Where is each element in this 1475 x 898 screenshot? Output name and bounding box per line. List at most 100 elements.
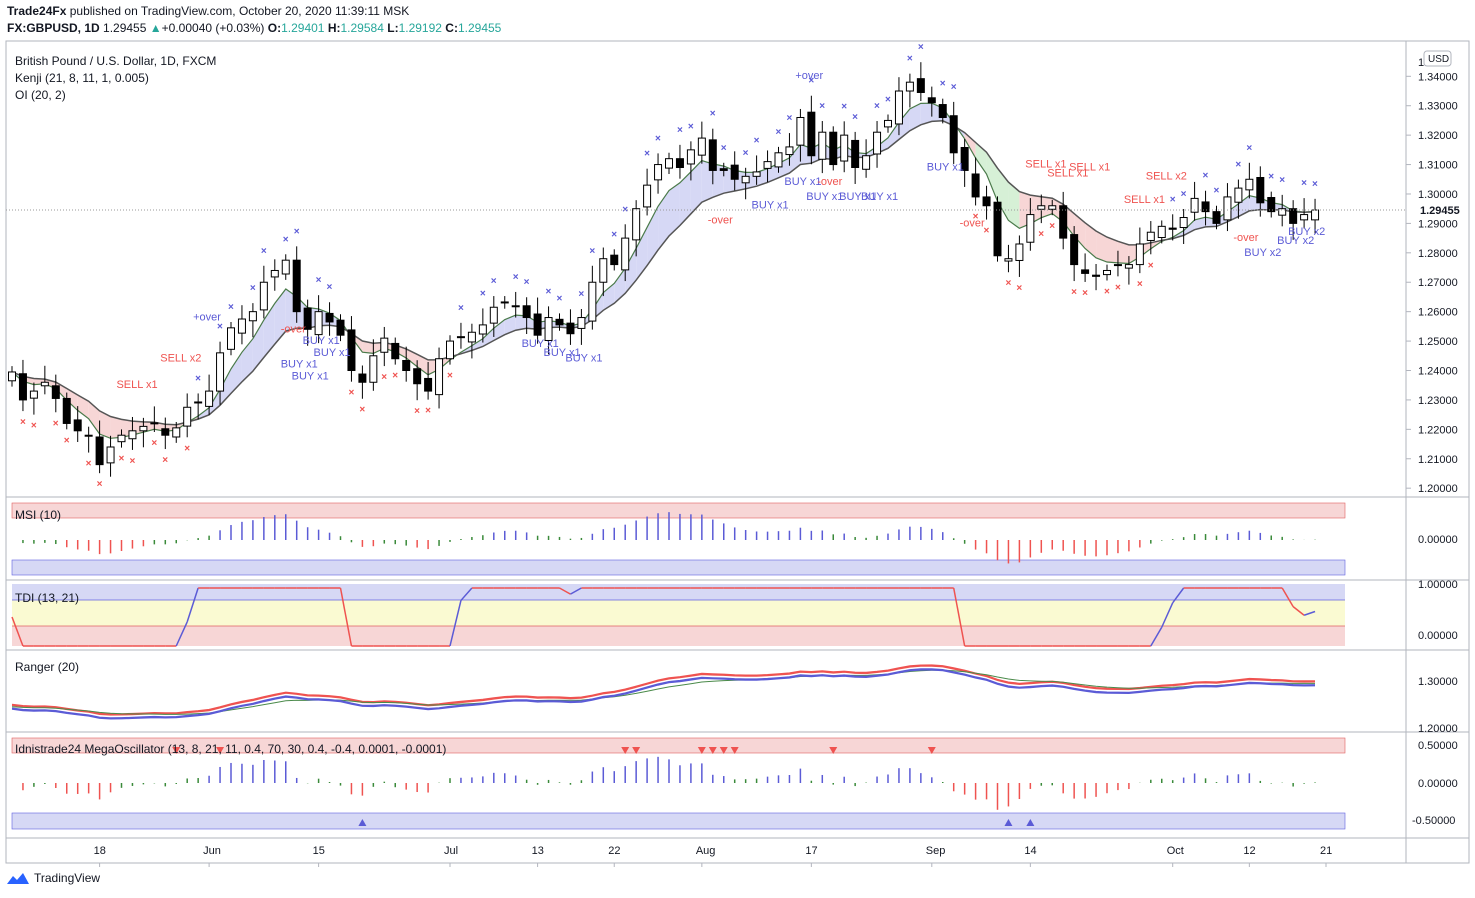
oi-fast-line	[11, 102, 1316, 439]
change-value: +0.00040 (+0.03%)	[161, 21, 265, 35]
signal-label: BUY x1	[806, 191, 843, 203]
kenji-buy-mark: ×	[1181, 189, 1187, 200]
kenji-buy-mark: ×	[874, 101, 880, 112]
mega-sell-arrow	[829, 747, 838, 754]
kenji-buy-mark: ×	[1214, 186, 1220, 197]
kenji-buy-mark: ×	[622, 204, 628, 215]
mega-title: Idnistrade24 MegaOscillator (13, 8, 21, …	[15, 742, 446, 756]
kenji-sell-mark: ×	[97, 479, 103, 490]
tdi-upper-band	[12, 584, 1345, 600]
mega-sell-arrow	[216, 747, 225, 754]
kenji-buy-mark: ×	[1312, 179, 1318, 190]
candle-body	[796, 116, 805, 146]
tradingview-logo-icon	[7, 873, 29, 884]
kenji-buy-mark: ×	[611, 229, 617, 240]
oi-cloud-segment	[997, 168, 1009, 221]
footer[interactable]: TradingView	[6, 871, 100, 885]
kenji-buy-mark: ×	[546, 286, 552, 297]
candle-body	[1124, 264, 1133, 269]
mega-tick-3: -0.50000	[1412, 815, 1455, 827]
ranger-lower-line	[11, 668, 1316, 719]
high-label: H:	[327, 21, 341, 35]
kenji-buy-mark: ×	[1170, 194, 1176, 205]
kenji-sell-mark: ×	[162, 455, 168, 466]
kenji-sell-mark: ×	[151, 438, 157, 449]
candle-body	[1289, 208, 1298, 224]
candle-body	[851, 139, 860, 169]
last-price: 1.29455	[103, 21, 147, 35]
candle-body	[938, 104, 947, 118]
oi-cloud-segment	[515, 315, 527, 331]
candle-body	[40, 381, 49, 387]
candle-body	[1245, 178, 1254, 191]
candle-body	[708, 139, 717, 171]
kenji-buy-mark: ×	[283, 234, 289, 245]
oi-cloud-segment	[1041, 196, 1053, 218]
kenji-buy-mark: ×	[195, 373, 201, 384]
kenji-buy-mark: ×	[918, 42, 924, 53]
low-label: L:	[387, 21, 399, 35]
ranger-title: Ranger (20)	[15, 660, 79, 674]
candle-body	[829, 131, 838, 166]
candle-body	[117, 434, 126, 443]
tdi-line-segment	[1292, 606, 1305, 616]
chart-frame	[5, 40, 1470, 864]
price-tick-label: 1.22000	[1418, 424, 1458, 436]
signal-label: BUY x2	[1288, 226, 1325, 238]
candle-body	[18, 373, 27, 401]
kenji-sell-mark: ×	[1082, 288, 1088, 299]
msi-pane	[11, 502, 1346, 576]
ranger-upper-line	[11, 665, 1316, 716]
candle-body	[259, 281, 268, 311]
candle-body	[369, 355, 378, 383]
signal-label: BUY x1	[281, 359, 318, 371]
price-tick-label: 1.20000	[1418, 483, 1458, 495]
candle-body	[435, 358, 444, 396]
oi-cloud-segment	[77, 394, 89, 419]
kenji-sell-mark: ×	[348, 388, 354, 399]
msi-title: MSI (10)	[15, 508, 61, 522]
oi-cloud-segment	[1117, 241, 1129, 264]
time-tick-label: 12	[1243, 845, 1255, 857]
kenji-buy-mark: ×	[1203, 171, 1209, 182]
oi-cloud-segment	[909, 103, 921, 131]
candle-body	[1179, 217, 1188, 229]
mega-tick-1: 0.50000	[1418, 740, 1458, 752]
candle-body	[1103, 269, 1111, 276]
oi-cloud-segment	[209, 389, 221, 415]
tdi-line-segment	[559, 587, 571, 595]
oi-cloud-segment	[1008, 182, 1020, 229]
currency-badge[interactable]: USD	[1423, 50, 1452, 67]
oi-cloud-segment	[625, 248, 637, 294]
kenji-buy-mark: ×	[578, 289, 584, 300]
candle-body	[566, 322, 575, 335]
candle-body	[774, 152, 783, 168]
tdi-line-segment	[570, 587, 582, 595]
kenji-sell-mark: ×	[447, 371, 453, 382]
kenji-sell-mark: ×	[1049, 221, 1055, 232]
kenji-sell-mark: ×	[381, 372, 387, 383]
kenji-buy-mark: ×	[589, 246, 595, 257]
kenji-buy-mark: ×	[480, 288, 486, 299]
candle-body	[697, 137, 706, 156]
kenji-buy-mark: ×	[754, 135, 760, 146]
candle-body	[413, 368, 422, 385]
candle-body	[544, 317, 553, 341]
candle-body	[982, 196, 991, 207]
axes: 1.34000 1.33000 1.32000 1.31000 1.30000 1.290…	[6, 71, 1458, 867]
candle-body	[172, 427, 181, 438]
tdi-line-segment	[11, 616, 24, 647]
oi-cloud-segment	[274, 289, 286, 345]
kenji-buy-mark: ×	[261, 246, 267, 257]
kenji-sell-mark: ×	[53, 418, 59, 429]
kenji-buy-mark: ×	[655, 133, 661, 144]
candle-body	[194, 401, 203, 404]
tdi-line-segment	[175, 621, 188, 647]
last-price-label: 1.29455	[1420, 205, 1460, 217]
candle-body	[500, 301, 509, 304]
kenji-buy-mark: ×	[841, 101, 847, 112]
candle-body	[183, 406, 192, 427]
candle-body	[51, 385, 60, 399]
price-tick-label: 1.33000	[1418, 101, 1458, 113]
